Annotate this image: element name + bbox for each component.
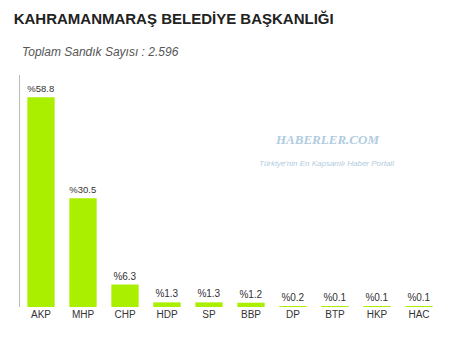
svg-text:%1.3: %1.3 bbox=[155, 288, 178, 299]
svg-text:DP: DP bbox=[286, 309, 300, 320]
svg-text:CHP: CHP bbox=[114, 309, 135, 320]
svg-text:%0.2: %0.2 bbox=[281, 292, 304, 303]
svg-text:KAHRAMANMARAŞ BELEDİYE BAŞKANL: KAHRAMANMARAŞ BELEDİYE BAŞKANLIĞI bbox=[14, 10, 334, 27]
svg-text:%1.2: %1.2 bbox=[239, 289, 262, 300]
svg-text:HDP: HDP bbox=[156, 309, 177, 320]
svg-text:MHP: MHP bbox=[72, 309, 95, 320]
svg-text:BTP: BTP bbox=[325, 309, 345, 320]
svg-text:%1.3: %1.3 bbox=[197, 288, 220, 299]
svg-text:HKP: HKP bbox=[367, 309, 388, 320]
svg-text:%58.8: %58.8 bbox=[27, 83, 54, 94]
svg-text:SP: SP bbox=[202, 309, 216, 320]
svg-text:%6.3: %6.3 bbox=[113, 271, 136, 282]
svg-text:%0.1: %0.1 bbox=[365, 292, 388, 303]
svg-text:%0.1: %0.1 bbox=[407, 292, 430, 303]
svg-text:%30.5: %30.5 bbox=[69, 184, 96, 195]
svg-text:HABERLER.COM: HABERLER.COM bbox=[275, 132, 379, 147]
svg-text:BBP: BBP bbox=[241, 309, 261, 320]
svg-text:AKP: AKP bbox=[31, 309, 51, 320]
svg-text:HAC: HAC bbox=[408, 309, 429, 320]
svg-text:Toplam Sandık Sayısı : 2.596: Toplam Sandık Sayısı : 2.596 bbox=[22, 45, 179, 59]
svg-text:Türkiye'nin En Kapsamlı Haber: Türkiye'nin En Kapsamlı Haber Portali bbox=[259, 159, 394, 168]
svg-text:%0.1: %0.1 bbox=[323, 292, 346, 303]
